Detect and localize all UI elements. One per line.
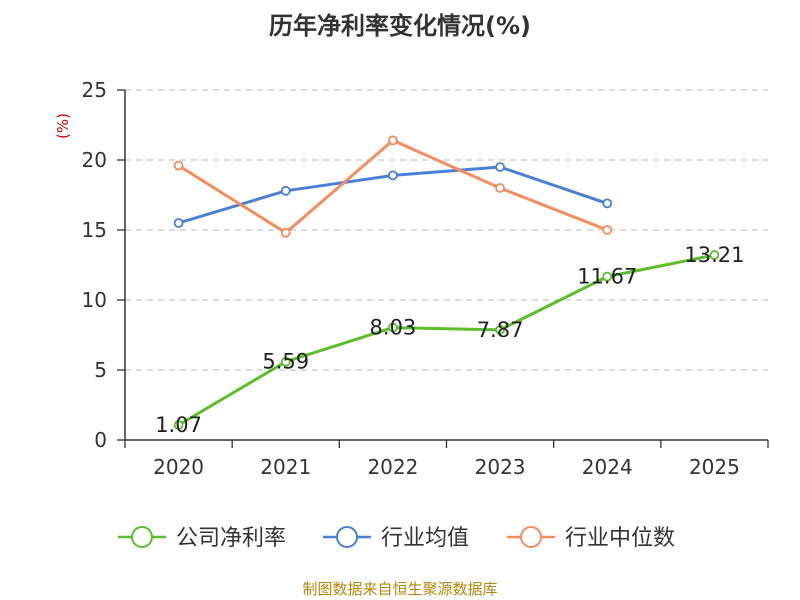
series-point-2 [602, 225, 613, 235]
y-tick-label: 15 [82, 218, 107, 242]
series-point-0 [173, 420, 184, 430]
y-tick-label: 20 [82, 148, 107, 172]
series-point-1 [602, 198, 613, 209]
legend: 公司净利率 行业均值 行业中位数 [118, 526, 675, 551]
series-point-2 [495, 183, 505, 193]
legend-marker-0 [131, 526, 153, 548]
data-labels: 1.07 5.59 8.03 7.87 11.67 13.21 [155, 243, 744, 437]
legend-label: 行业中位数 [565, 526, 675, 551]
series-line-0 [177, 253, 715, 427]
chart-title: 历年净利率变化情况(%) [269, 12, 531, 40]
series-point-1 [280, 185, 291, 196]
x-tick-label: 2023 [475, 455, 526, 479]
series-point-1 [495, 162, 505, 172]
legend-marker-1 [336, 526, 358, 548]
data-label: 5.59 [262, 350, 309, 374]
series-point-2 [388, 135, 398, 146]
source-note: 制图数据来自恒生聚源数据库 [302, 580, 498, 598]
y-tick-label: 0 [94, 428, 107, 452]
x-tick-label: 2022 [367, 455, 418, 479]
series-point-1 [173, 218, 184, 228]
y-tick-label: 25 [82, 78, 107, 102]
data-label: 1.07 [155, 413, 202, 437]
data-label: 7.87 [477, 318, 524, 342]
x-tick-label: 2020 [153, 455, 204, 479]
legend-marker-2 [520, 526, 542, 548]
series-point-2 [173, 160, 184, 171]
x-tick-label: 2024 [582, 455, 633, 479]
y-tick-label: 5 [94, 358, 107, 382]
series-line-2 [177, 138, 608, 235]
x-tick-label: 2021 [260, 455, 311, 479]
series-point-0 [280, 356, 291, 367]
series-point-1 [388, 170, 398, 181]
series-point-0 [709, 250, 720, 260]
series-point-0 [388, 322, 398, 333]
y-tick-label: 10 [82, 288, 107, 312]
grid-lines [125, 89, 768, 371]
legend-label: 公司净利率 [176, 526, 286, 551]
y-axis-label: (%) [54, 113, 72, 139]
series-lines [173, 135, 720, 430]
data-label: 11.67 [577, 265, 637, 289]
x-tick-label: 2025 [689, 455, 740, 479]
data-label: 13.21 [684, 243, 744, 267]
series-point-0 [602, 271, 613, 282]
legend-label: 行业均值 [381, 526, 469, 551]
series-point-2 [280, 227, 291, 238]
series-point-0 [495, 324, 505, 335]
data-label: 8.03 [370, 316, 417, 340]
